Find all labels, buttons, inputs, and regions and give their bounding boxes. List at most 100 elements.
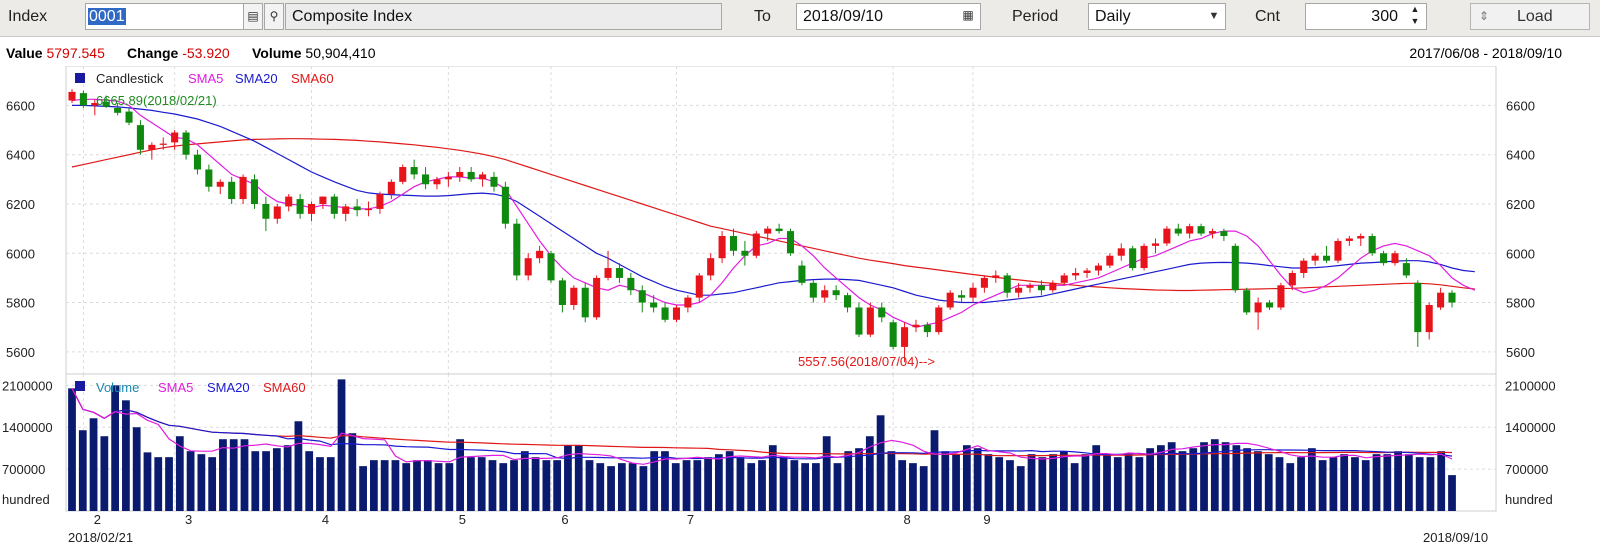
candle [1197, 223, 1205, 237]
list-icon[interactable]: ▤ [243, 3, 263, 30]
volume-bar [499, 463, 508, 511]
candle [1380, 250, 1388, 266]
candle-body [547, 253, 555, 281]
volume-bar [585, 460, 594, 511]
volume-bar [1059, 451, 1068, 511]
candle-body [1265, 302, 1274, 308]
candle-body [1106, 255, 1114, 266]
candle [285, 194, 293, 212]
volume-bar [887, 451, 896, 511]
volume-bar [909, 463, 917, 511]
value-readout: Value 5797.545 [6, 45, 105, 61]
load-button[interactable]: ⇕ Load [1470, 3, 1590, 30]
calendar-icon[interactable]: ▦ [962, 8, 974, 22]
candle [1015, 282, 1023, 298]
candle-body [1300, 260, 1308, 273]
cnt-input[interactable]: 300 [1305, 3, 1427, 30]
candle [912, 319, 920, 333]
candle [319, 196, 327, 209]
volume-bar [78, 430, 87, 511]
candle-body [1448, 292, 1456, 303]
volume-unit-right: hundred [1505, 492, 1553, 507]
volume-bar [111, 385, 120, 511]
volume-bar [564, 445, 572, 511]
candle [114, 102, 122, 116]
candle [364, 201, 373, 217]
search-icon[interactable]: ⚲ [264, 3, 284, 30]
candle [1448, 290, 1456, 308]
volume-bar [1092, 445, 1101, 511]
chevron-down-icon[interactable]: ▼ [1208, 10, 1220, 22]
candle [695, 272, 703, 303]
candle-body [102, 101, 110, 107]
candle-body [262, 203, 270, 219]
candle [296, 194, 304, 219]
to-label: To [754, 8, 771, 25]
candle-body [1003, 275, 1011, 293]
candle [729, 228, 738, 256]
candle-body [752, 233, 760, 256]
candle [786, 228, 795, 256]
candle-body [672, 307, 680, 320]
value-number: 5797.545 [46, 45, 105, 61]
change-number: -53.920 [182, 45, 230, 61]
x-start-date: 2018/02/21 [68, 530, 133, 545]
volume-bar [973, 448, 982, 511]
candle [307, 201, 316, 222]
candle [764, 226, 772, 241]
volume-bar [175, 436, 184, 511]
volume-bar [1394, 451, 1402, 511]
change-readout: Change -53.920 [127, 45, 230, 61]
spinner-icon[interactable]: ▲ ▼ [1410, 4, 1420, 26]
candle-body [878, 307, 886, 318]
candle [148, 142, 156, 160]
volume-bar [542, 460, 551, 511]
candle [672, 305, 680, 323]
candle-body [125, 111, 133, 123]
candle-body [832, 290, 840, 296]
volume-bar [639, 466, 648, 511]
candle-body [68, 91, 76, 101]
candle [1106, 253, 1114, 269]
volume-bar [768, 445, 777, 511]
volume-bar [941, 451, 950, 511]
x-month-label: 8 [904, 512, 911, 527]
candle [182, 130, 190, 160]
candle-body [273, 206, 281, 219]
to-date-input[interactable]: 2018/09/10 [796, 3, 981, 30]
volume-bar [143, 452, 152, 511]
volume-number: 50,904,410 [305, 45, 376, 61]
candle [262, 196, 270, 232]
candle-body [1072, 272, 1080, 276]
volume-bar [337, 379, 346, 511]
volume-bar [294, 421, 303, 511]
period-select[interactable]: Daily [1088, 3, 1226, 30]
candle [376, 191, 384, 214]
candle-body [650, 302, 658, 308]
candle-body [433, 179, 441, 185]
candle [1003, 272, 1011, 298]
candle-body [1083, 270, 1091, 273]
candle-body [501, 186, 509, 224]
index-code-input[interactable]: 0001 [85, 3, 263, 30]
candle [615, 263, 623, 283]
candle [1037, 280, 1045, 296]
candle-body [456, 171, 464, 177]
volume-bar [607, 466, 615, 511]
volume-bar [1038, 457, 1047, 511]
candle-body [422, 174, 430, 185]
chart-canvas[interactable]: 5600 5600 5800 5800 6000 6000 6200 6200 6400 6400… [0, 66, 1600, 560]
candle [832, 285, 840, 301]
candle-body [615, 268, 623, 278]
candle [1254, 297, 1262, 330]
volume-bar [650, 451, 659, 511]
volume-bar [477, 457, 486, 511]
volume-bar [812, 463, 820, 511]
candle-body [1049, 282, 1057, 291]
candle [479, 171, 487, 187]
candle [684, 295, 692, 313]
candle [1231, 243, 1239, 293]
candle-body [764, 228, 772, 234]
candle [878, 302, 886, 323]
